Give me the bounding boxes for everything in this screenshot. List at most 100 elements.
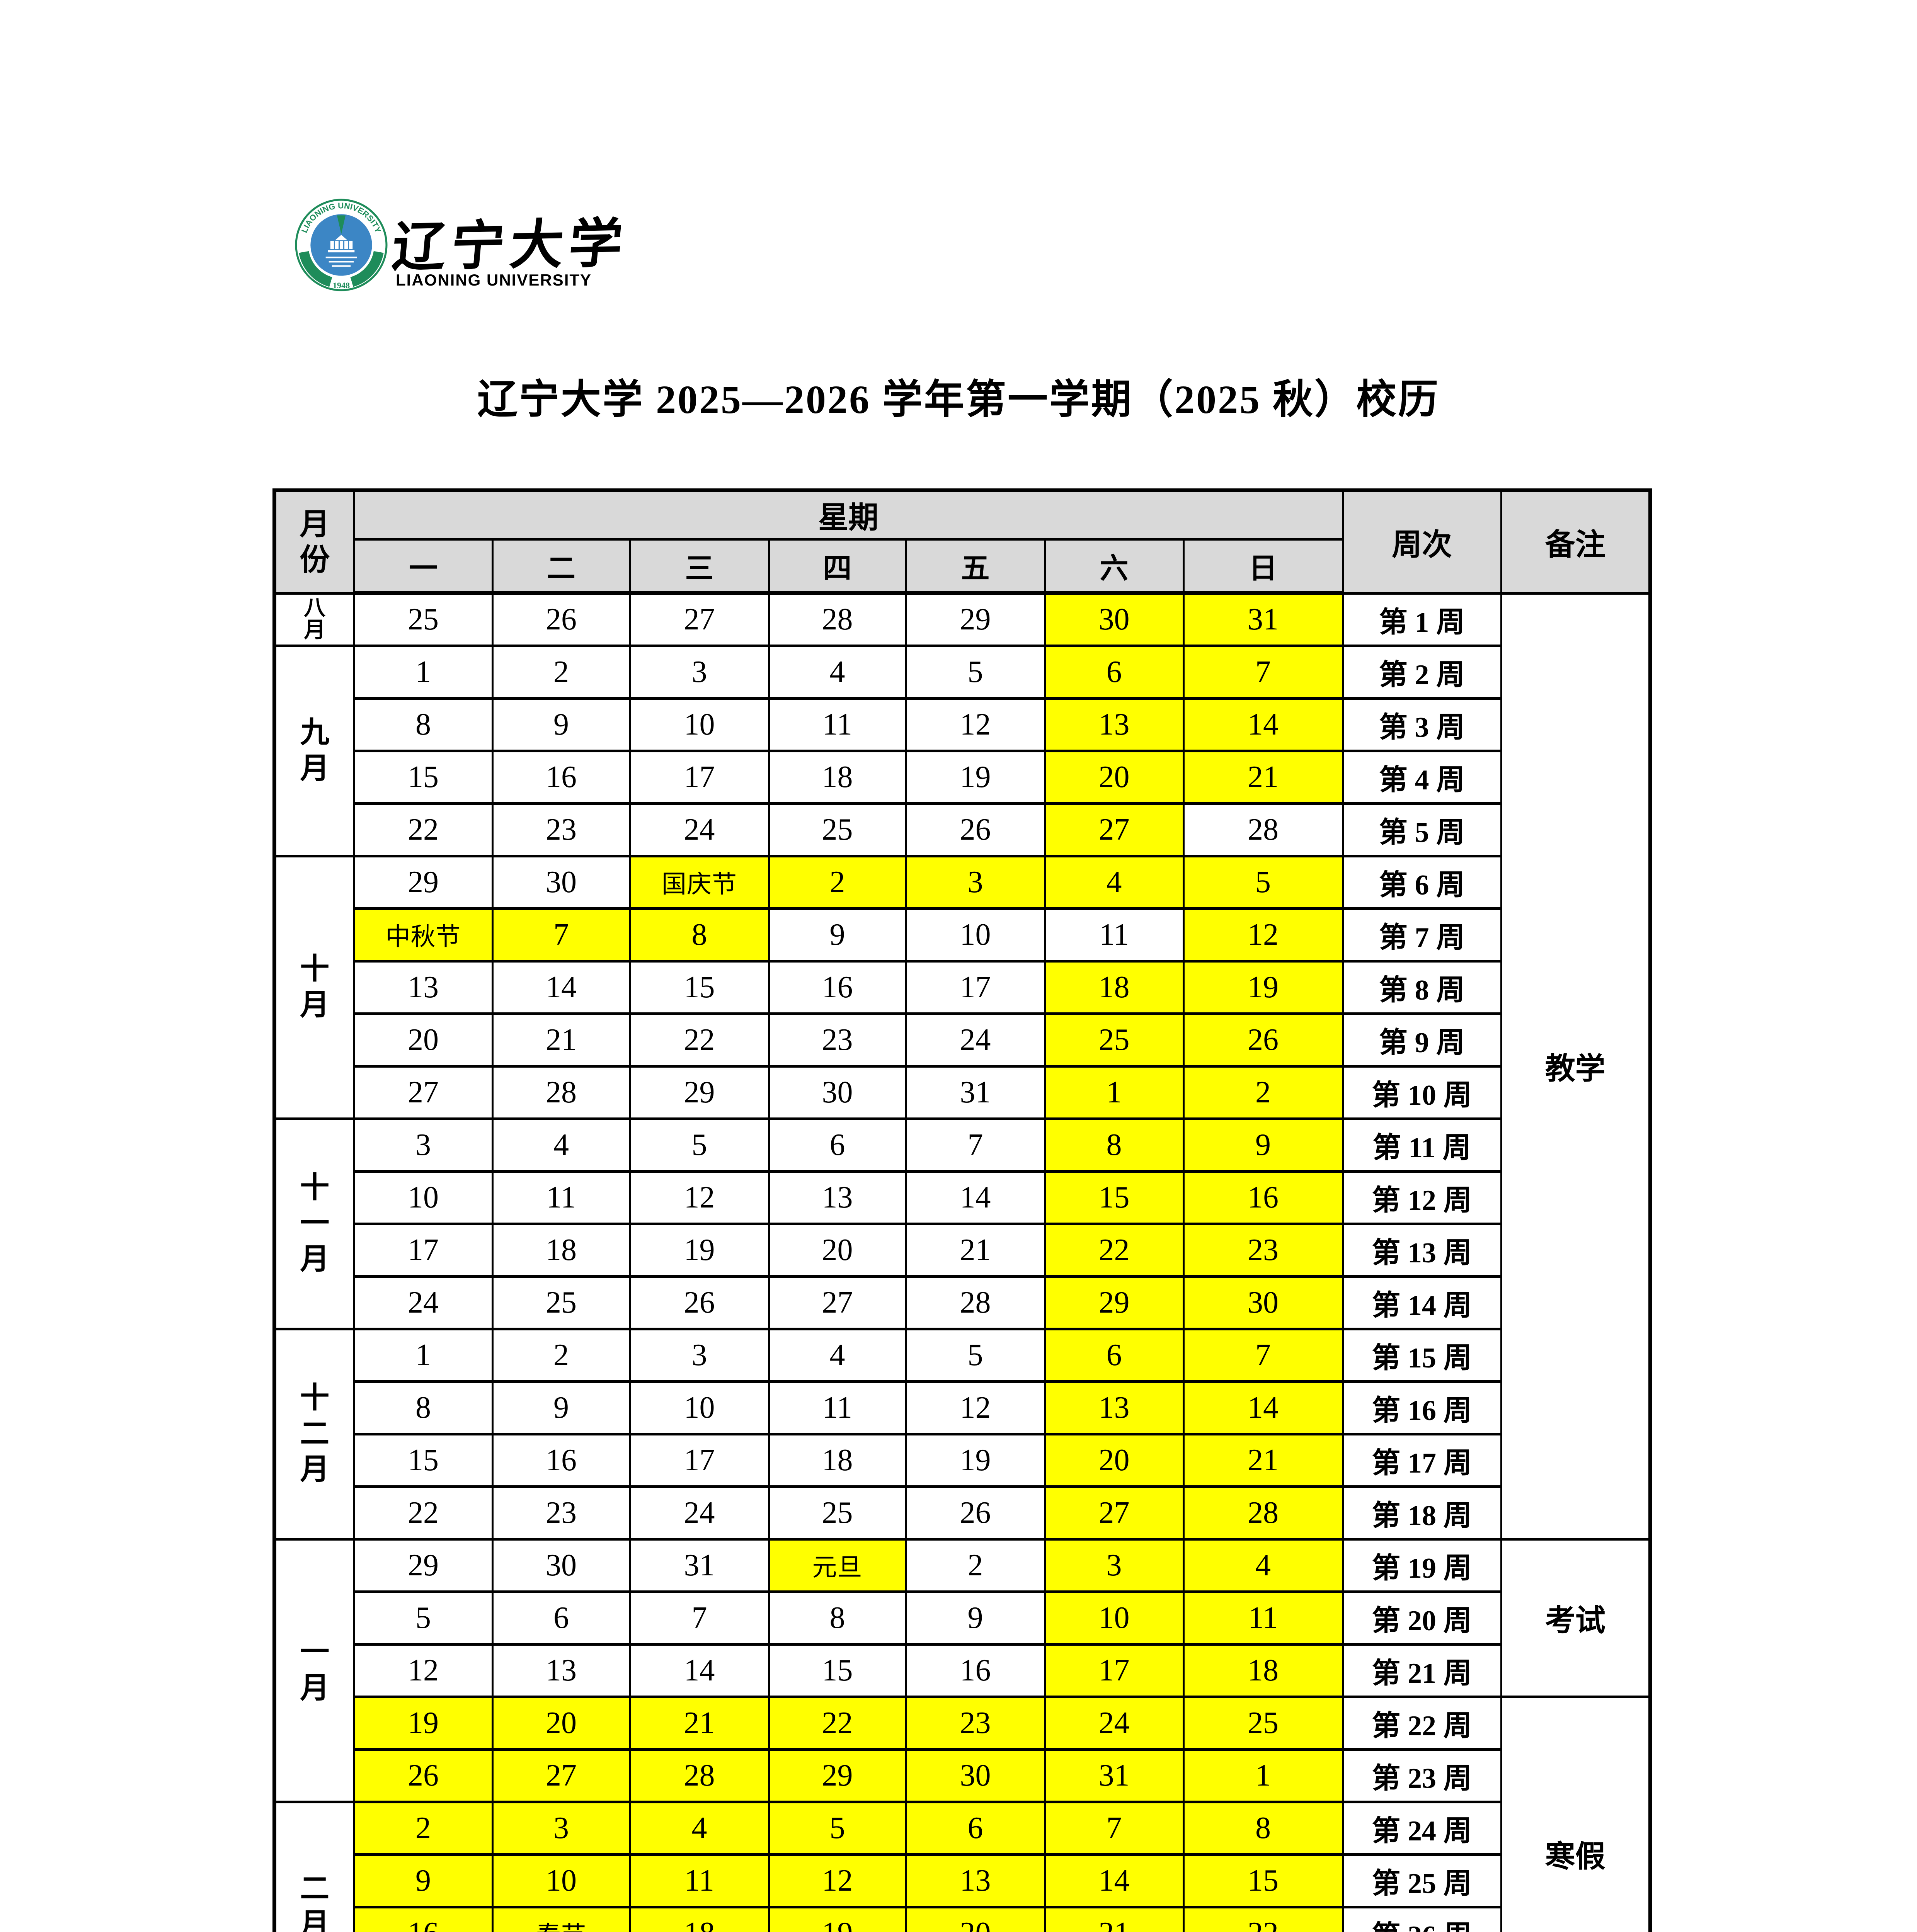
day-cell: 4 — [768, 644, 907, 700]
week-row: 26 27 28 29 30 31 1 第 23 周 — [274, 1748, 1650, 1803]
week-row: 一月 29 30 31 元旦 2 3 4 第 19 周考试 — [273, 1537, 1651, 1803]
day-cell: 23 — [768, 1012, 907, 1068]
day-cell: 30 — [1044, 592, 1185, 647]
day-cell: 11 — [1044, 907, 1185, 963]
day-cell: 14 — [491, 959, 631, 1015]
day-cell: 20 — [491, 1695, 631, 1751]
day-cell: 3 — [629, 1327, 770, 1383]
day-cell: 2 — [1182, 1065, 1344, 1120]
logo-name-cn: 辽宁大学 — [390, 214, 631, 277]
day-cell: 20 — [353, 1012, 494, 1068]
week-number-cell: 第 26 周 — [1342, 1905, 1502, 1932]
week-row: 27 28 29 30 31 1 2 第 10 周 — [274, 1065, 1650, 1120]
day-cell: 5 — [629, 1117, 770, 1173]
week-row: 15 16 17 18 19 20 21 第 17 周 — [274, 1432, 1650, 1488]
day-cell: 7 — [905, 1117, 1046, 1173]
day-cell: 9 — [491, 1380, 631, 1435]
day-cell: 9 — [905, 1590, 1046, 1646]
day-cell: 13 — [905, 1853, 1046, 1908]
dayname-fri: 五 — [905, 537, 1046, 595]
day-cell: 26 — [905, 802, 1046, 857]
day-cell: 27 — [1044, 802, 1185, 857]
day-cell: 2 — [768, 854, 907, 910]
day-cell: 11 — [768, 697, 907, 752]
day-cell: 21 — [629, 1695, 770, 1751]
day-cell: 25 — [768, 802, 907, 857]
day-cell: 31 — [1044, 1748, 1185, 1803]
day-cell: 10 — [629, 697, 770, 752]
week-row: 13 14 15 16 17 18 19 第 8 周 — [274, 959, 1650, 1015]
day-cell: 25 — [1182, 1695, 1344, 1751]
day-cell: 22 — [1182, 1905, 1344, 1932]
dayname-tue: 二 — [491, 537, 631, 595]
week-number-cell: 第 20 周 — [1342, 1590, 1502, 1646]
day-cell: 24 — [629, 1485, 770, 1541]
day-cell: 30 — [1182, 1275, 1344, 1330]
day-cell: 23 — [491, 1485, 631, 1541]
day-cell: 6 — [1044, 1327, 1185, 1383]
week-number-cell: 第 22 周 — [1342, 1695, 1502, 1751]
day-cell: 9 — [1182, 1117, 1344, 1173]
holiday-cell: 春节 — [491, 1905, 631, 1932]
day-cell: 15 — [768, 1643, 907, 1698]
week-number-cell: 第 3 周 — [1342, 697, 1502, 752]
day-cell: 27 — [491, 1748, 631, 1803]
week-number-cell: 第 12 周 — [1342, 1170, 1502, 1225]
day-cell: 29 — [353, 854, 494, 910]
holiday-cell: 元旦 — [768, 1537, 907, 1593]
day-cell: 26 — [1182, 1012, 1344, 1068]
day-cell: 7 — [1182, 1327, 1344, 1383]
day-cell: 8 — [629, 907, 770, 963]
day-cell: 14 — [1182, 697, 1344, 752]
day-cell: 13 — [768, 1170, 907, 1225]
day-cell: 9 — [353, 1853, 494, 1908]
month-cell: 二月 — [273, 1800, 355, 1932]
day-cell: 19 — [1182, 959, 1344, 1015]
week-row: 24 25 26 27 28 29 30 第 14 周 — [274, 1275, 1650, 1330]
day-cell: 13 — [491, 1643, 631, 1698]
day-cell: 27 — [629, 592, 770, 647]
day-cell: 3 — [905, 854, 1046, 910]
day-cell: 31 — [629, 1537, 770, 1593]
day-cell: 17 — [629, 1432, 770, 1488]
week-number-cell: 第 16 周 — [1342, 1380, 1502, 1435]
week-row: 9 10 11 12 13 14 15 第 25 周 — [274, 1853, 1650, 1908]
remark-cell: 寒假 — [1500, 1695, 1651, 1932]
week-number-cell: 第 19 周 — [1342, 1537, 1502, 1593]
day-cell: 22 — [629, 1012, 770, 1068]
week-number-cell: 第 5 周 — [1342, 802, 1502, 857]
day-cell: 18 — [768, 749, 907, 805]
week-row: 22 23 24 25 26 27 28 第 18 周 — [274, 1485, 1650, 1541]
day-cell: 21 — [1182, 749, 1344, 805]
day-cell: 10 — [629, 1380, 770, 1435]
day-cell: 3 — [1044, 1537, 1185, 1593]
day-cell: 17 — [353, 1222, 494, 1278]
day-cell: 8 — [1182, 1800, 1344, 1856]
day-cell: 19 — [905, 749, 1046, 805]
week-number-cell: 第 7 周 — [1342, 907, 1502, 963]
day-cell: 6 — [491, 1590, 631, 1646]
logo-name-en: LIAONING UNIVERSITY — [396, 271, 592, 289]
day-cell: 26 — [629, 1275, 770, 1330]
week-number-cell: 第 11 周 — [1342, 1117, 1502, 1173]
day-cell: 1 — [1182, 1748, 1344, 1803]
day-cell: 17 — [905, 959, 1046, 1015]
calendar-header: 月 份 星期 周次 备注 一 二 三 四 五 六 日 — [273, 489, 1651, 595]
remark-cell: 教学 — [1500, 592, 1651, 1541]
day-cell: 26 — [905, 1485, 1046, 1541]
day-cell: 12 — [1182, 907, 1344, 963]
month-cell: 十一月 — [273, 1117, 355, 1330]
month-header-char: 份 — [300, 543, 330, 577]
day-cell: 1 — [353, 1327, 494, 1383]
day-cell: 11 — [491, 1170, 631, 1225]
day-cell: 4 — [491, 1117, 631, 1173]
week-row: 15 16 17 18 19 20 21 第 4 周 — [274, 749, 1650, 805]
day-cell: 16 — [491, 1432, 631, 1488]
day-cell: 13 — [1044, 1380, 1185, 1435]
week-number-cell: 第 1 周 — [1342, 592, 1502, 647]
day-cell: 22 — [353, 1485, 494, 1541]
day-cell: 31 — [905, 1065, 1046, 1120]
